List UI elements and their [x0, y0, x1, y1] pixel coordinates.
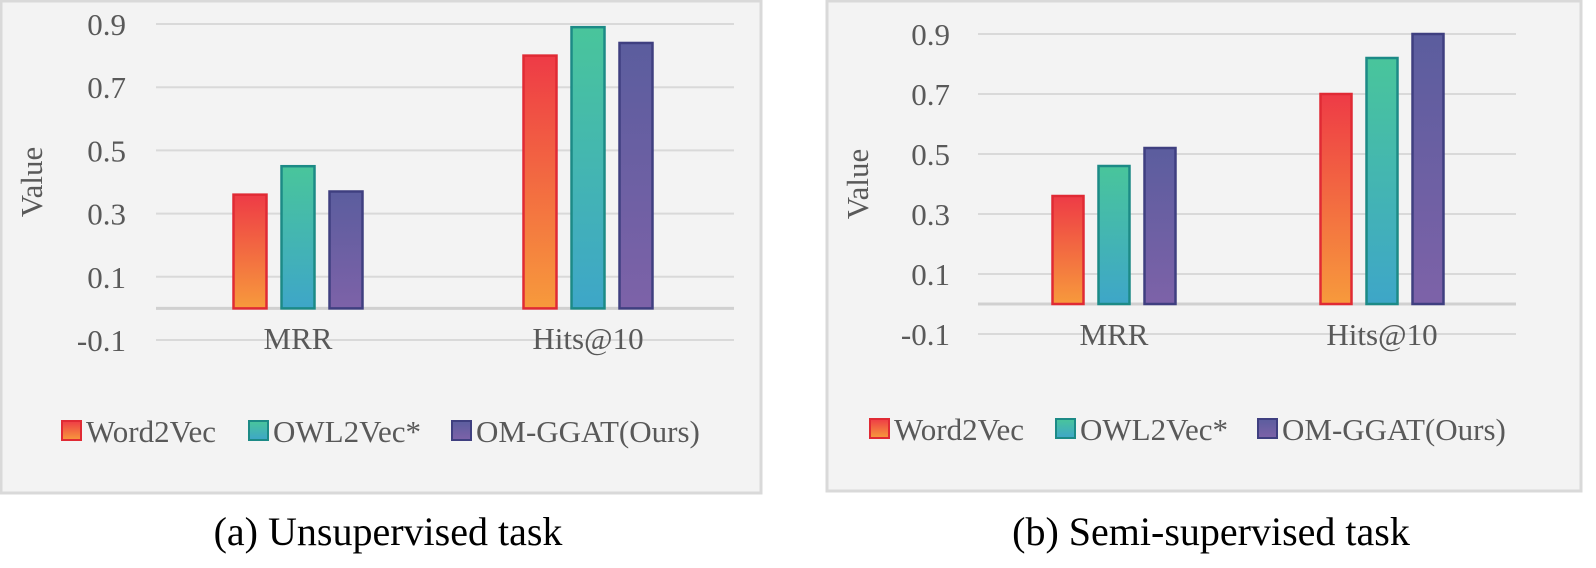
bar-omggat-hits-10: [1411, 32, 1445, 306]
bar-word2vec-mrr: [232, 193, 268, 310]
legend-swatch-owl2vec: [248, 420, 269, 441]
bar-owl2vec-hits-10: [1365, 56, 1399, 306]
x-category-label: Hits@10: [532, 321, 643, 356]
bar-omggat-mrr: [1143, 146, 1177, 306]
plot-background: [825, 0, 1583, 493]
legend-label-omggat: OM-GGAT(Ours): [1282, 412, 1506, 447]
legend-swatch-word2vec: [61, 420, 82, 441]
y-axis-label: Value: [14, 147, 49, 218]
y-tick-label: 0.9: [911, 17, 950, 52]
legend-label-omggat: OM-GGAT(Ours): [476, 414, 700, 449]
y-tick-label: 0.1: [87, 260, 126, 295]
y-tick-label: -0.1: [901, 317, 950, 352]
y-tick-label: 0.1: [911, 257, 950, 292]
y-tick-label: -0.1: [77, 323, 126, 358]
chart-svg-semi-supervised: -0.1 0.1 0.3 0.5 0.7 0.9 Value MRR Hits@10 Word2V…: [825, 0, 1583, 493]
y-tick-label: 0.7: [911, 77, 950, 112]
bar-omggat-mrr: [328, 190, 364, 310]
legend-label-word2vec: Word2Vec: [86, 414, 216, 449]
legend-swatch-word2vec: [869, 418, 890, 439]
y-tick-label: 0.5: [87, 133, 126, 168]
legend-label-owl2vec: OWL2Vec*: [273, 414, 421, 449]
y-tick-label: 0.3: [87, 197, 126, 232]
legend-swatch-omggat: [1257, 418, 1278, 439]
x-category-label: MRR: [1080, 317, 1149, 352]
bar-word2vec-hits-10: [522, 54, 558, 310]
x-category-label: Hits@10: [1326, 317, 1437, 352]
legend-swatch-omggat: [451, 420, 472, 441]
caption-unsupervised: (a) Unsupervised task: [213, 509, 563, 554]
y-axis-label: Value: [840, 149, 875, 220]
y-tick-label: 0.5: [911, 137, 950, 172]
x-category-label: MRR: [264, 321, 333, 356]
legend-label-owl2vec: OWL2Vec*: [1080, 412, 1228, 447]
caption-semi-supervised: (b) Semi-supervised task: [1012, 509, 1410, 554]
y-tick-label: 0.7: [87, 70, 126, 105]
legend-label-word2vec: Word2Vec: [894, 412, 1024, 447]
legend-swatch-owl2vec: [1055, 418, 1076, 439]
y-tick-label: 0.3: [911, 197, 950, 232]
bar-word2vec-mrr: [1051, 194, 1085, 306]
y-tick-label: 0.9: [87, 7, 126, 42]
bar-owl2vec-mrr: [280, 164, 316, 310]
bar-owl2vec-hits-10: [570, 25, 606, 310]
chart-panel-semi-supervised: -0.1 0.1 0.3 0.5 0.7 0.9 Value MRR Hits@10 Word2V…: [825, 0, 1596, 500]
chart-panel-unsupervised: -0.1 0.1 0.3 0.5 0.7 0.9 Value MRR Hits@10 Word2V…: [0, 0, 776, 500]
bar-word2vec-hits-10: [1319, 92, 1353, 306]
bar-owl2vec-mrr: [1097, 164, 1131, 306]
bar-omggat-hits-10: [618, 41, 654, 310]
chart-svg-unsupervised: -0.1 0.1 0.3 0.5 0.7 0.9 Value MRR Hits@10 Word2V…: [0, 0, 763, 495]
